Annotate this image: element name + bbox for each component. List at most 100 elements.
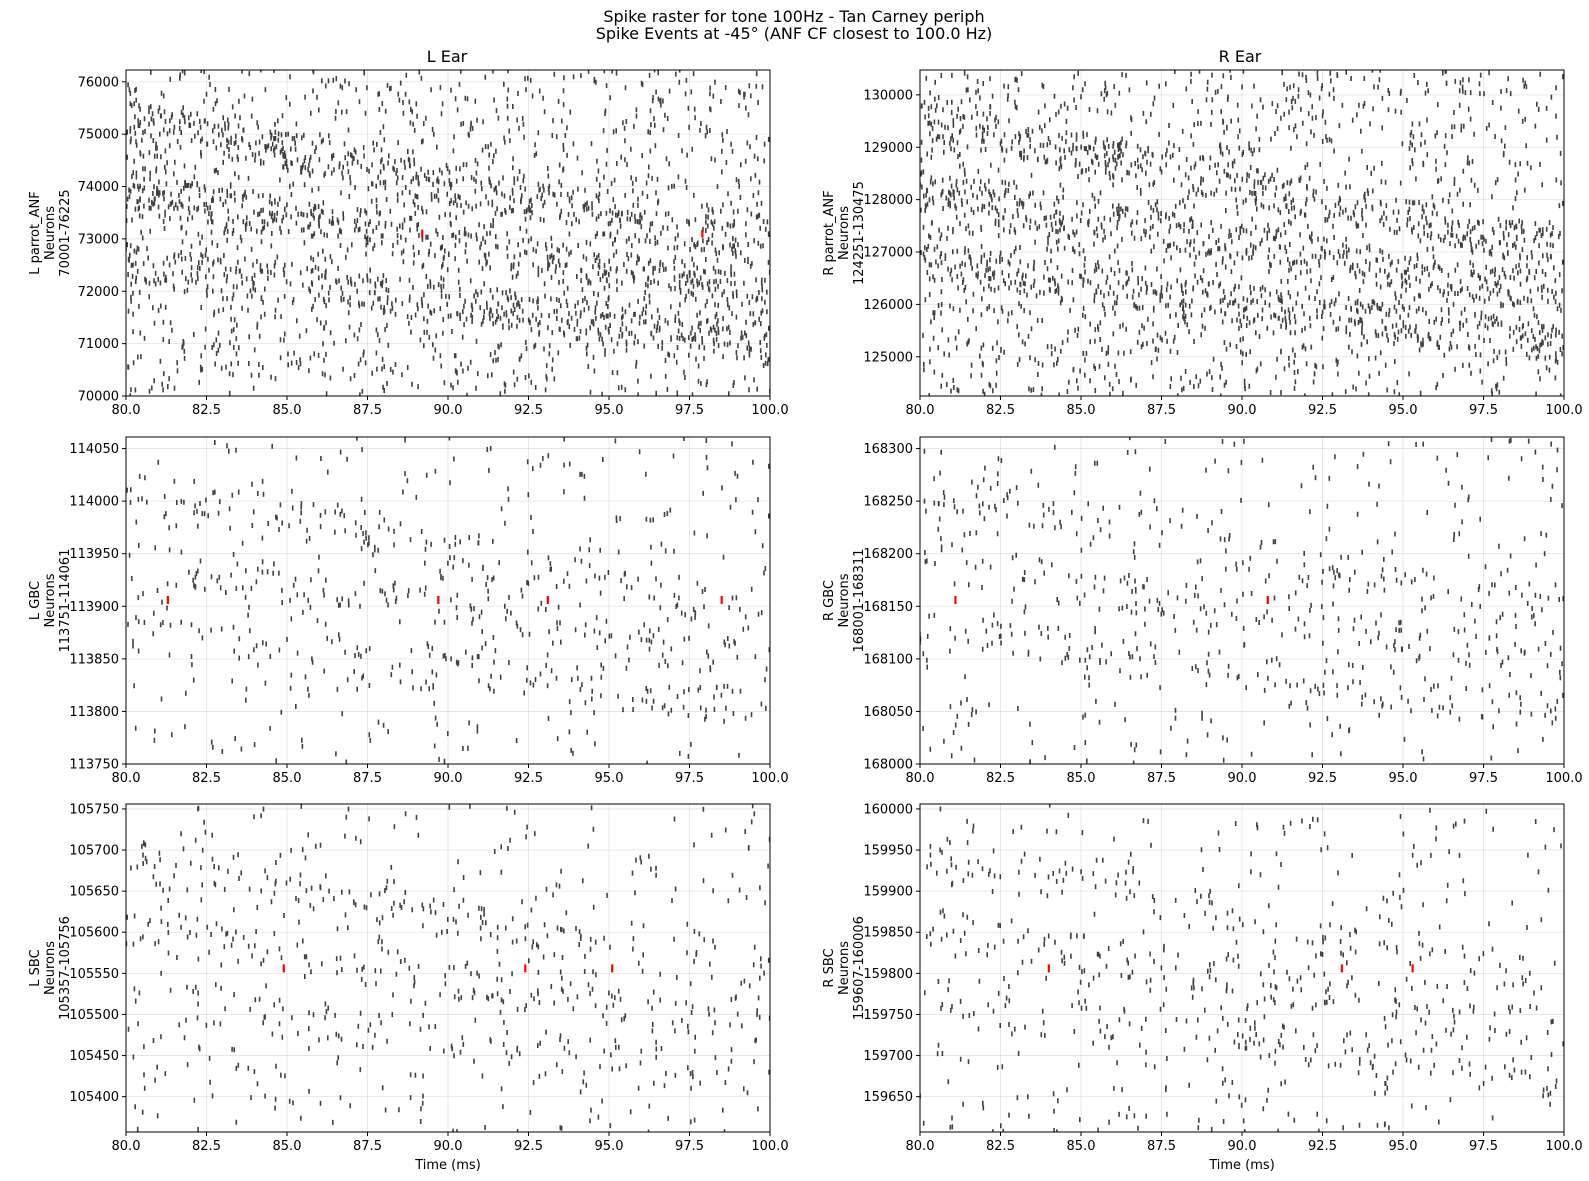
x-tick-label: 87.5 [353,771,382,786]
x-tick-label: 85.0 [273,1139,302,1154]
column-title-left: L Ear [427,47,468,66]
x-tick-label: 95.0 [595,1139,624,1154]
y-axis-label: R parrot_ANFNeurons124251-130475 [822,181,867,285]
x-axis-label: Time (ms) [1208,1158,1275,1173]
x-tick-label: 97.5 [1469,1139,1498,1154]
x-tick-label: 100.0 [1545,771,1582,786]
x-tick-label: 95.0 [1389,1139,1418,1154]
y-tick-label: 70000 [78,390,119,405]
x-tick-label: 80.0 [112,771,141,786]
y-tick-label: 105650 [69,885,119,900]
x-tick-label: 97.5 [675,1139,704,1154]
x-tick-label: 90.0 [434,1139,463,1154]
y-tick-label: 105750 [69,802,119,817]
x-tick-label: 80.0 [112,403,141,418]
x-tick-label: 90.0 [1228,403,1257,418]
y-tick-label: 128000 [863,193,913,208]
y-tick-label: 72000 [78,285,119,300]
y-tick-label: 159900 [863,885,913,900]
y-tick-label: 105450 [69,1049,119,1064]
y-axis-label-line: R SBC [822,948,837,987]
y-axis-label: R GBCNeurons168001-168311 [822,549,867,653]
x-tick-label: 100.0 [751,1139,788,1154]
y-axis-label-line: Neurons [43,573,58,627]
x-tick-label: 87.5 [353,403,382,418]
x-tick-label: 92.5 [1308,771,1337,786]
y-tick-label: 168250 [863,495,913,510]
y-axis-label-line: Neurons [837,573,852,627]
panel-l-anf: 80.0 82.5 85.0 87.5 90.0 92.5 95.0 97.5 100.0 700… [28,69,789,418]
figure-title-line1: Spike raster for tone 100Hz - Tan Carney… [603,7,984,26]
panel-l-sbc: 80.0 82.5 85.0 87.5 90.0 92.5 95.0 97.5 100.0 105… [28,802,789,1173]
spikes-r-sbc [920,804,1564,1132]
y-tick-label: 159850 [863,926,913,941]
x-tick-label: 85.0 [273,771,302,786]
y-axis-label: L parrot_ANFNeurons70001-76225 [28,189,73,276]
x-tick-label: 95.0 [595,771,624,786]
spike-ticks [920,804,1564,1132]
y-tick-label: 126000 [863,298,913,313]
x-tick-label: 100.0 [751,771,788,786]
y-tick-label: 159800 [863,967,913,982]
column-title-right: R Ear [1219,47,1262,66]
x-tick-label: 90.0 [434,403,463,418]
y-tick-label: 113750 [69,758,119,773]
x-tick-label: 80.0 [906,403,935,418]
y-tick-label: 125000 [863,350,913,365]
panel-grid: 80.0 82.5 85.0 87.5 90.0 92.5 95.0 97.5 100.0 700… [28,69,1583,1173]
x-tick-label: 97.5 [675,403,704,418]
spikes-l-gbc [126,437,770,764]
grid-l-gbc [125,437,771,765]
y-tick-label: 74000 [78,180,119,195]
y-tick-label: 159750 [863,1008,913,1023]
figure-title-line2: Spike Events at -45° (ANF CF closest to … [596,24,993,43]
grid-l-sbc [125,804,771,1132]
y-axis-label-line: Neurons [837,206,852,260]
spike-ticks [126,70,770,396]
y-tick-label: 168000 [863,758,913,773]
y-tick-label: 113800 [69,705,119,720]
y-tick-label: 114050 [69,442,119,457]
x-tick-label: 85.0 [1067,1139,1096,1154]
y-tick-label: 127000 [863,246,913,261]
x-tick-label: 80.0 [906,771,935,786]
x-tick-label: 82.5 [986,771,1015,786]
x-tick-label: 82.5 [986,403,1015,418]
y-axis-label-line: Neurons [43,941,58,995]
y-axis-label: L SBCNeurons105357-105756 [28,916,73,1020]
y-tick-label: 113950 [69,547,119,562]
x-tick-label: 82.5 [192,771,221,786]
y-tick-label: 159950 [863,844,913,859]
y-axis-label-line: L parrot_ANF [28,191,43,274]
y-tick-label: 71000 [78,337,119,352]
y-tick-label: 76000 [78,75,119,90]
x-tick-label: 87.5 [1147,403,1176,418]
y-tick-label: 168200 [863,547,913,562]
x-tick-label: 82.5 [986,1139,1015,1154]
x-tick-label: 87.5 [1147,1139,1176,1154]
y-axis-label-line: 105357-105756 [58,916,73,1020]
y-tick-label: 105400 [69,1090,119,1105]
x-tick-label: 92.5 [514,1139,543,1154]
x-tick-label: 90.0 [1228,1139,1257,1154]
x-tick-label: 95.0 [595,403,624,418]
y-tick-label: 105600 [69,926,119,941]
x-tick-label: 97.5 [675,771,704,786]
y-tick-label: 113850 [69,652,119,667]
x-axis-label: Time (ms) [414,1158,481,1173]
x-tick-label: 90.0 [434,771,463,786]
spike-ticks [126,437,770,764]
y-tick-label: 168050 [863,705,913,720]
spike-ticks [920,70,1564,396]
spikes-l-anf [126,70,770,396]
x-tick-label: 85.0 [273,403,302,418]
x-tick-label: 80.0 [906,1139,935,1154]
panel-l-gbc: 80.0 82.5 85.0 87.5 90.0 92.5 95.0 97.5 100.0 113… [28,436,789,786]
x-tick-label: 92.5 [514,771,543,786]
y-axis-label-line: 124251-130475 [852,181,867,285]
y-tick-label: 105500 [69,1008,119,1023]
y-axis-label-line: L SBC [28,949,43,986]
x-tick-label: 97.5 [1469,771,1498,786]
spikes-r-gbc [920,437,1564,764]
